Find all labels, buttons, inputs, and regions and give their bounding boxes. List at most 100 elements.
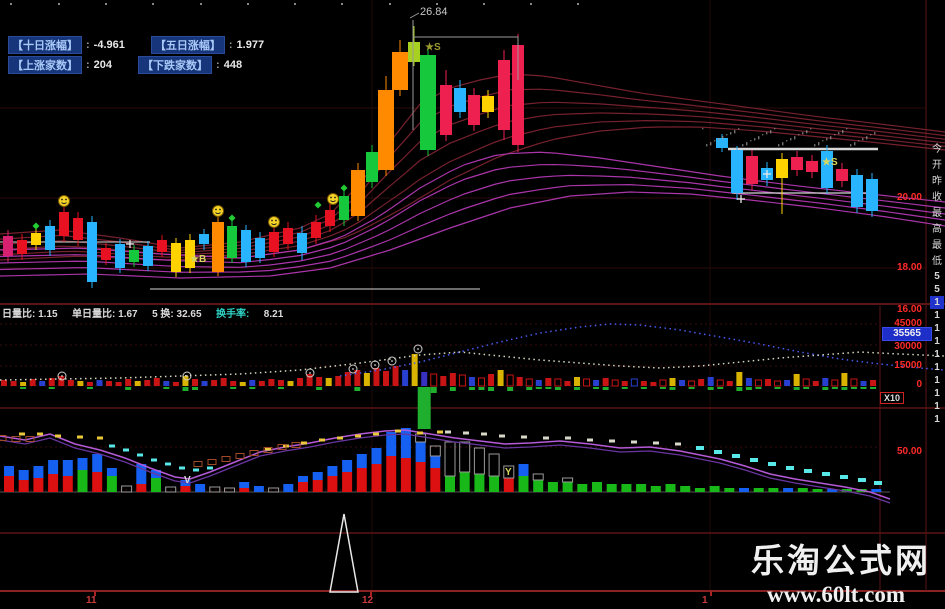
watermark-title: 乐淘公式网 <box>751 542 931 579</box>
colon: : <box>86 59 90 71</box>
month-label-1: 1 <box>702 595 708 606</box>
advancers-label: 【上涨家数】 <box>8 56 82 74</box>
candle <box>351 163 365 221</box>
strip-char: 今 <box>932 144 942 155</box>
strip-char: 收 <box>932 192 942 203</box>
price-axis-16: 16.00 <box>896 304 922 315</box>
candle <box>776 153 788 214</box>
smiley-icon <box>327 193 339 205</box>
candle <box>311 215 321 244</box>
cross-markers <box>126 170 771 248</box>
strip-digit: 1 <box>930 296 944 309</box>
candle <box>171 238 181 277</box>
candle <box>851 169 863 213</box>
vol-axis-30000: 30000 <box>894 341 922 352</box>
lower-indicator-lines <box>0 429 891 504</box>
five-day-change: 【五日涨幅】 : 1.977 <box>150 36 265 54</box>
candle <box>212 216 224 276</box>
price-axis-18: 18.00 <box>896 262 922 273</box>
ten-day-change-value: -4.961 <box>93 39 125 51</box>
candle <box>101 243 111 265</box>
strip-digit: 1 <box>934 375 940 386</box>
candle <box>440 70 452 141</box>
green-markers <box>32 184 348 230</box>
candle <box>378 76 394 176</box>
decliners-count: 【下跌家数】 : 448 <box>138 56 242 74</box>
candle <box>31 228 41 250</box>
candle <box>143 241 153 271</box>
candle <box>283 222 293 250</box>
candle <box>866 173 878 217</box>
candle <box>420 46 436 156</box>
five-day-turnover: 5 换: 32.65 <box>152 309 202 320</box>
candle <box>325 203 335 232</box>
colon: : <box>86 39 90 51</box>
candle <box>227 220 237 263</box>
advancers-value: 204 <box>93 59 113 71</box>
candle <box>269 226 279 257</box>
candle <box>115 239 125 273</box>
peak-price-annotation: 26.84 <box>420 6 448 18</box>
five-day-change-value: 1.977 <box>236 39 265 51</box>
strip-digit: 1 <box>934 388 940 399</box>
price-axis-20: 20.00 <box>896 192 922 203</box>
triangle-signal-icon <box>329 513 359 593</box>
month-label-12: 12 <box>362 595 374 606</box>
strip-char: 高 <box>932 224 942 235</box>
candle <box>45 220 55 256</box>
smiley-icon <box>58 195 70 207</box>
strip-char: 开 <box>932 160 942 171</box>
smiley-icon <box>268 216 280 228</box>
ten-day-change: 【十日涨幅】 : -4.961 <box>8 36 125 54</box>
decliners-value: 448 <box>223 59 243 71</box>
candle <box>498 50 510 140</box>
colon: : <box>216 59 220 71</box>
lower-dash-series <box>0 429 882 485</box>
signal-triangle <box>329 513 359 593</box>
vol-axis-0: 0 <box>916 379 922 390</box>
vol-axis-45000: 45000 <box>894 318 922 329</box>
strip-char: 低 <box>932 256 942 267</box>
candle <box>746 150 758 190</box>
candle <box>836 163 848 187</box>
candle <box>59 205 69 242</box>
sell-signal-marker-2: ★S <box>822 157 838 168</box>
annotation-connector <box>409 12 519 130</box>
smiley-icon <box>212 205 224 217</box>
strip-digit: 1 <box>934 310 940 321</box>
candle <box>241 225 251 267</box>
ten-day-change-label: 【十日涨幅】 <box>8 36 82 54</box>
watermark-url: www.60lt.com <box>767 582 905 607</box>
vol-axis-15000: 15000 <box>894 360 922 371</box>
strip-digit: 1 <box>934 349 940 360</box>
smiley-markers <box>58 193 339 228</box>
turnover-rate-label: 换手率: <box>216 309 250 320</box>
vol-highlight-value: 35565 <box>882 327 932 341</box>
candle <box>339 189 349 226</box>
candle <box>157 235 167 257</box>
colon: : <box>228 39 233 51</box>
candle <box>408 26 420 66</box>
dot-band <box>702 128 876 147</box>
info-panel-row1: 【十日涨幅】 : -4.961 【五日涨幅】 : 1.977 <box>8 36 290 54</box>
candle <box>73 212 83 246</box>
strip-digit: 1 <box>934 414 940 425</box>
green-diamond-icon <box>340 184 348 192</box>
candle <box>3 230 13 262</box>
strip-digit: 1 <box>934 362 940 373</box>
pane-separators <box>0 0 945 596</box>
strip-char: 昨 <box>932 176 942 187</box>
strip-digit: 1 <box>934 323 940 334</box>
strip-digit: 1 <box>934 336 940 347</box>
green-diamond-icon <box>228 214 236 222</box>
v-signal-marker: V <box>184 475 191 486</box>
candle <box>468 88 480 131</box>
advancers-count: 【上涨家数】 : 204 <box>8 56 112 74</box>
candlesticks <box>3 26 878 288</box>
daily-volume-ratio: 单日量比: 1.67 <box>72 309 138 320</box>
candle <box>731 146 743 200</box>
candle <box>806 155 818 178</box>
strip-digit: 5 <box>934 284 940 295</box>
